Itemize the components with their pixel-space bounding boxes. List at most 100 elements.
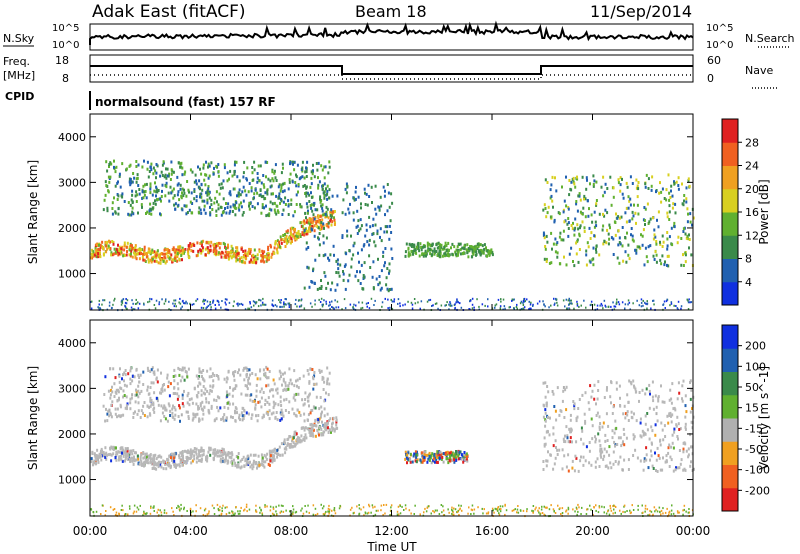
echo-cell (625, 206, 628, 210)
echo-cell (90, 460, 93, 464)
echo-cell (435, 460, 438, 464)
echo-cell (414, 302, 417, 305)
echo-cell (465, 457, 468, 461)
echo-cell (271, 252, 274, 256)
echo-cell (446, 254, 449, 257)
echo-cell (142, 404, 145, 408)
echo-cell (684, 260, 687, 264)
echo-cell (238, 416, 240, 420)
echo-cell (318, 180, 321, 184)
echo-cell (323, 414, 326, 418)
echo-cell (391, 307, 394, 310)
echo-cell (598, 253, 601, 257)
echo-cell (384, 297, 386, 300)
echo-cell (666, 298, 668, 301)
echo-cell (307, 504, 309, 507)
echo-cell (204, 173, 207, 177)
echo-cell (371, 232, 374, 236)
echo-cell (498, 512, 500, 515)
echo-cell (357, 251, 359, 255)
echo-cell (113, 395, 116, 398)
echo-cell (322, 184, 324, 188)
echo-cell (271, 388, 274, 392)
echo-cell (107, 190, 110, 194)
echo-cell (204, 211, 207, 215)
echo-cell (241, 414, 244, 418)
echo-cell (217, 507, 220, 510)
echo-cell (262, 464, 265, 467)
echo-cell (244, 249, 247, 253)
echo-cell (312, 375, 314, 379)
echo-cell (128, 505, 131, 508)
echo-cell (314, 424, 317, 427)
echo-cell (680, 307, 682, 310)
nsearch-label: N.Search (745, 32, 795, 45)
echo-cell (237, 192, 240, 195)
echo-cell (610, 466, 613, 470)
echo-cell (282, 200, 285, 204)
echo-cell (183, 506, 185, 509)
freq-tick-bottom: 8 (62, 72, 69, 85)
echo-cell (545, 459, 548, 463)
echo-cell (334, 299, 336, 302)
echo-cell (181, 258, 183, 262)
echo-cell (237, 455, 240, 459)
echo-cell (283, 189, 286, 193)
echo-cell (650, 454, 653, 458)
echo-cell (612, 195, 615, 199)
echo-cell (631, 210, 634, 214)
echo-cell (354, 274, 357, 278)
echo-cell (183, 249, 186, 253)
echo-cell (195, 199, 198, 203)
echo-cell (614, 305, 617, 308)
echo-cell (116, 415, 118, 419)
echo-cell (595, 509, 597, 512)
echo-cell (173, 379, 176, 383)
echo-cell (109, 413, 112, 417)
echo-cell (184, 302, 186, 305)
echo-cell (647, 187, 650, 190)
echo-cell (551, 175, 554, 179)
echo-cell (398, 513, 400, 516)
echo-cell (576, 513, 578, 516)
echo-cell (226, 171, 229, 175)
echo-cell (237, 464, 240, 467)
echo-cell (424, 249, 427, 253)
echo-cell (306, 369, 309, 372)
echo-cell (143, 258, 146, 262)
echo-cell (431, 452, 434, 456)
echo-cell (668, 465, 671, 468)
echo-cell (121, 301, 123, 303)
echo-cell (667, 421, 670, 425)
echo-cell (265, 384, 268, 388)
echo-cell (222, 197, 225, 201)
echo-cell (645, 458, 648, 462)
echo-cell (654, 433, 657, 437)
echo-cell (173, 456, 175, 460)
echo-cell (554, 237, 557, 241)
echo-cell (236, 258, 239, 262)
echo-cell (303, 307, 306, 310)
echo-cell (689, 410, 692, 414)
echo-cell (688, 298, 690, 301)
echo-cell (552, 242, 555, 246)
echo-cell (578, 506, 580, 509)
echo-cell (225, 303, 227, 306)
echo-cell (216, 503, 219, 506)
echo-cell (168, 461, 171, 465)
echo-cell (474, 247, 477, 251)
echo-cell (617, 243, 620, 247)
echo-cell (114, 513, 117, 516)
echo-cell (606, 228, 609, 232)
echo-cell (499, 307, 502, 310)
echo-cell (110, 403, 113, 407)
echo-cell (569, 430, 572, 434)
echo-cell (101, 303, 103, 306)
echo-cell (278, 299, 280, 301)
echo-cell (674, 211, 677, 215)
echo-cell (263, 197, 266, 201)
echo-cell (220, 417, 223, 421)
echo-cell (414, 459, 417, 463)
echo-cell (567, 217, 570, 220)
echo-cell (618, 384, 621, 388)
